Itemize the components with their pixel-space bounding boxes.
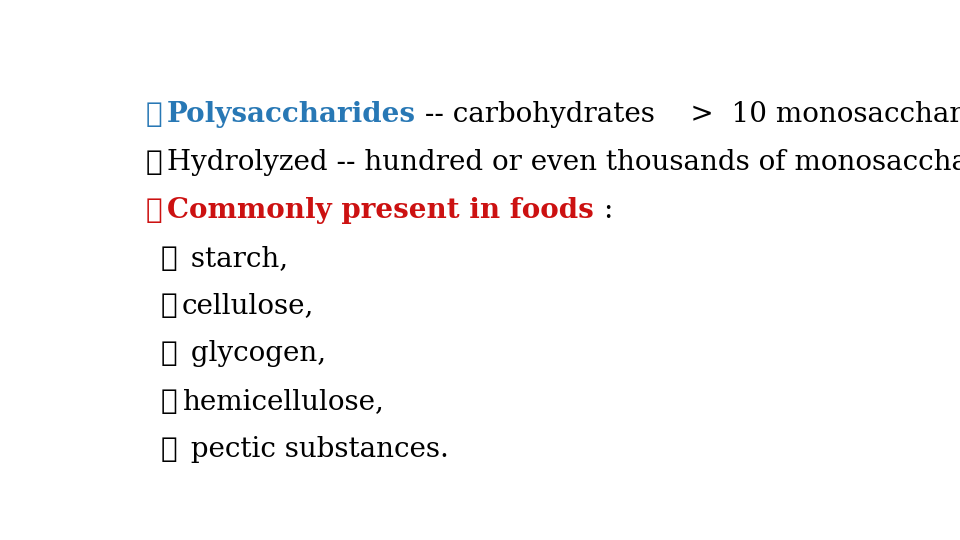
Text: ❖: ❖	[146, 197, 162, 224]
Text: pectic substances.: pectic substances.	[181, 436, 448, 463]
Text: ❖: ❖	[146, 149, 162, 176]
Text: starch,: starch,	[181, 245, 288, 272]
Text: ❖: ❖	[161, 340, 178, 367]
Text: :: :	[603, 197, 612, 224]
Text: -- carbohydrates    >  10 monosaccharide units.: -- carbohydrates > 10 monosaccharide uni…	[416, 101, 960, 128]
Text: hemicellulose,: hemicellulose,	[181, 388, 383, 415]
Text: Hydrolyzed -- hundred or even thousands of monosaccharide units.: Hydrolyzed -- hundred or even thousands …	[167, 149, 960, 176]
Text: ❖: ❖	[161, 293, 178, 320]
Text: cellulose,: cellulose,	[181, 293, 314, 320]
Text: ❖: ❖	[161, 245, 178, 272]
Text: Commonly present in foods: Commonly present in foods	[167, 197, 603, 224]
Text: ❖: ❖	[161, 436, 178, 463]
Text: glycogen,: glycogen,	[181, 340, 325, 367]
Text: ❖: ❖	[161, 388, 178, 415]
Text: Polysaccharides: Polysaccharides	[167, 101, 416, 128]
Text: ❖: ❖	[146, 101, 162, 128]
